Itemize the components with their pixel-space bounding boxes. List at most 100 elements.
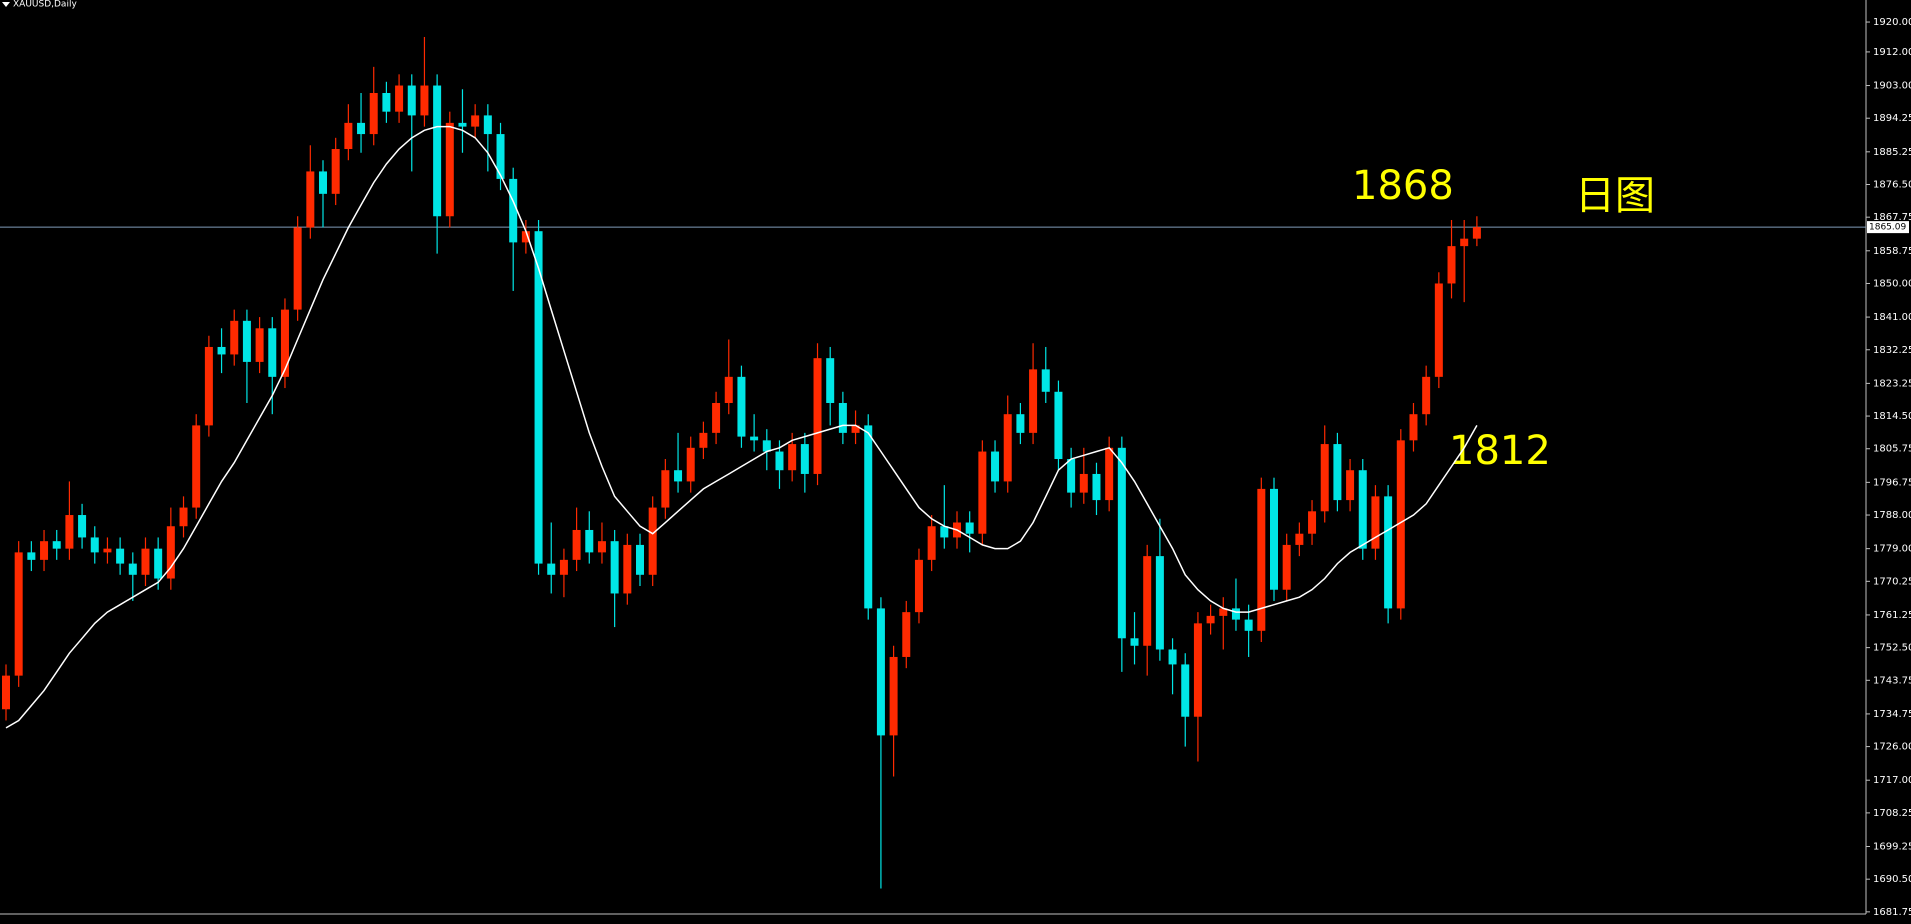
candle-body bbox=[344, 122, 353, 150]
candle-body bbox=[775, 451, 784, 471]
candle-body bbox=[204, 346, 213, 426]
candle-body bbox=[192, 425, 201, 508]
candle-body bbox=[1092, 473, 1101, 501]
candle-body bbox=[1117, 447, 1126, 639]
y-tick-label: 1903.00 bbox=[1873, 81, 1911, 92]
candle-body bbox=[572, 529, 581, 560]
y-tick-label: 1770.25 bbox=[1873, 576, 1911, 587]
annotation: 1812 bbox=[1449, 428, 1551, 474]
candle-body bbox=[1409, 414, 1418, 441]
candle-body bbox=[1193, 623, 1202, 717]
candle-body bbox=[128, 563, 137, 575]
y-tick-label: 1708.25 bbox=[1873, 808, 1911, 819]
candle-body bbox=[661, 470, 670, 508]
annotation: 1868 bbox=[1352, 163, 1454, 209]
candle-body bbox=[559, 559, 568, 575]
y-tick-label: 1858.75 bbox=[1873, 246, 1911, 257]
candle-body bbox=[331, 149, 340, 194]
y-tick-label: 1920.00 bbox=[1873, 17, 1911, 28]
candle-body bbox=[800, 444, 809, 474]
candle-body bbox=[1270, 488, 1278, 590]
candle-body bbox=[1333, 444, 1342, 501]
candle-body bbox=[1396, 440, 1405, 609]
y-tick-label: 1814.50 bbox=[1873, 411, 1911, 422]
y-tick-label: 1752.50 bbox=[1873, 643, 1911, 654]
candle-body bbox=[1168, 649, 1177, 665]
candle-body bbox=[14, 552, 23, 676]
y-tick-label: 1779.00 bbox=[1873, 544, 1911, 555]
y-tick-label: 1876.50 bbox=[1873, 180, 1911, 191]
candle-body bbox=[242, 320, 251, 362]
y-tick-label: 1894.25 bbox=[1873, 113, 1911, 124]
candle-body bbox=[458, 122, 467, 127]
candle-body bbox=[712, 402, 721, 433]
y-tick-label: 1761.25 bbox=[1873, 610, 1911, 621]
candle-body bbox=[927, 526, 936, 560]
y-tick-label: 1912.00 bbox=[1873, 47, 1911, 58]
candle-body bbox=[52, 541, 61, 549]
candle-body bbox=[737, 376, 746, 437]
candle-body bbox=[471, 115, 480, 127]
y-tick-label: 1699.25 bbox=[1873, 842, 1911, 853]
candle-body bbox=[750, 436, 759, 441]
candle-body bbox=[154, 548, 163, 579]
candle-body bbox=[991, 451, 1000, 482]
candle-body bbox=[864, 425, 873, 609]
y-tick-label: 1805.75 bbox=[1873, 444, 1911, 455]
candle-body bbox=[217, 346, 226, 355]
candle-body bbox=[433, 85, 442, 217]
candle-body bbox=[40, 541, 49, 560]
candle-body bbox=[357, 122, 366, 135]
candle-body bbox=[268, 328, 277, 377]
candle-body bbox=[230, 320, 239, 355]
y-tick-label: 1788.00 bbox=[1873, 510, 1911, 521]
candle-body bbox=[116, 548, 125, 564]
candle-body bbox=[674, 470, 683, 482]
candle-body bbox=[306, 171, 315, 228]
candle-body bbox=[1282, 544, 1291, 590]
y-tick-label: 1734.75 bbox=[1873, 709, 1911, 720]
candle-body bbox=[610, 541, 619, 594]
candle-body bbox=[319, 171, 327, 194]
candle-body bbox=[1371, 496, 1380, 549]
candle-body bbox=[623, 544, 632, 594]
candle-body bbox=[889, 656, 898, 736]
price-label: 1865.09 bbox=[1869, 223, 1906, 233]
candle-body bbox=[902, 612, 911, 657]
candle-body bbox=[166, 526, 175, 579]
candle-body bbox=[838, 402, 847, 433]
candle-body bbox=[1079, 473, 1088, 493]
candle-body bbox=[420, 85, 429, 116]
candle-body bbox=[1016, 414, 1025, 433]
candle-body bbox=[395, 85, 404, 112]
candle-body bbox=[1206, 615, 1215, 624]
candle-body bbox=[1181, 664, 1190, 717]
candle-body bbox=[382, 92, 391, 112]
candle-body bbox=[2, 675, 10, 710]
y-tick-label: 1726.00 bbox=[1873, 742, 1911, 753]
candle-body bbox=[1105, 447, 1114, 501]
candle-body bbox=[1308, 511, 1317, 534]
candle-body bbox=[1447, 246, 1456, 284]
annotation: 日图 bbox=[1575, 173, 1655, 219]
candle-body bbox=[914, 559, 923, 613]
candle-body bbox=[1434, 283, 1443, 377]
candle-body bbox=[597, 541, 606, 553]
candle-body bbox=[762, 440, 771, 452]
candle-body bbox=[1346, 470, 1355, 501]
candle-body bbox=[1029, 369, 1038, 433]
candle-body bbox=[1067, 459, 1076, 493]
price-label-box bbox=[1867, 221, 1909, 234]
candle-body bbox=[1460, 238, 1469, 247]
candle-body bbox=[445, 122, 454, 217]
candle-body bbox=[534, 231, 543, 564]
candle-body bbox=[1231, 608, 1240, 620]
candle-body bbox=[1041, 369, 1050, 392]
candle-body bbox=[1219, 608, 1228, 616]
y-tick-label: 1885.25 bbox=[1873, 147, 1911, 158]
candle-body bbox=[1130, 638, 1139, 646]
candle-body bbox=[547, 563, 556, 575]
y-tick-label: 1690.50 bbox=[1873, 874, 1911, 885]
